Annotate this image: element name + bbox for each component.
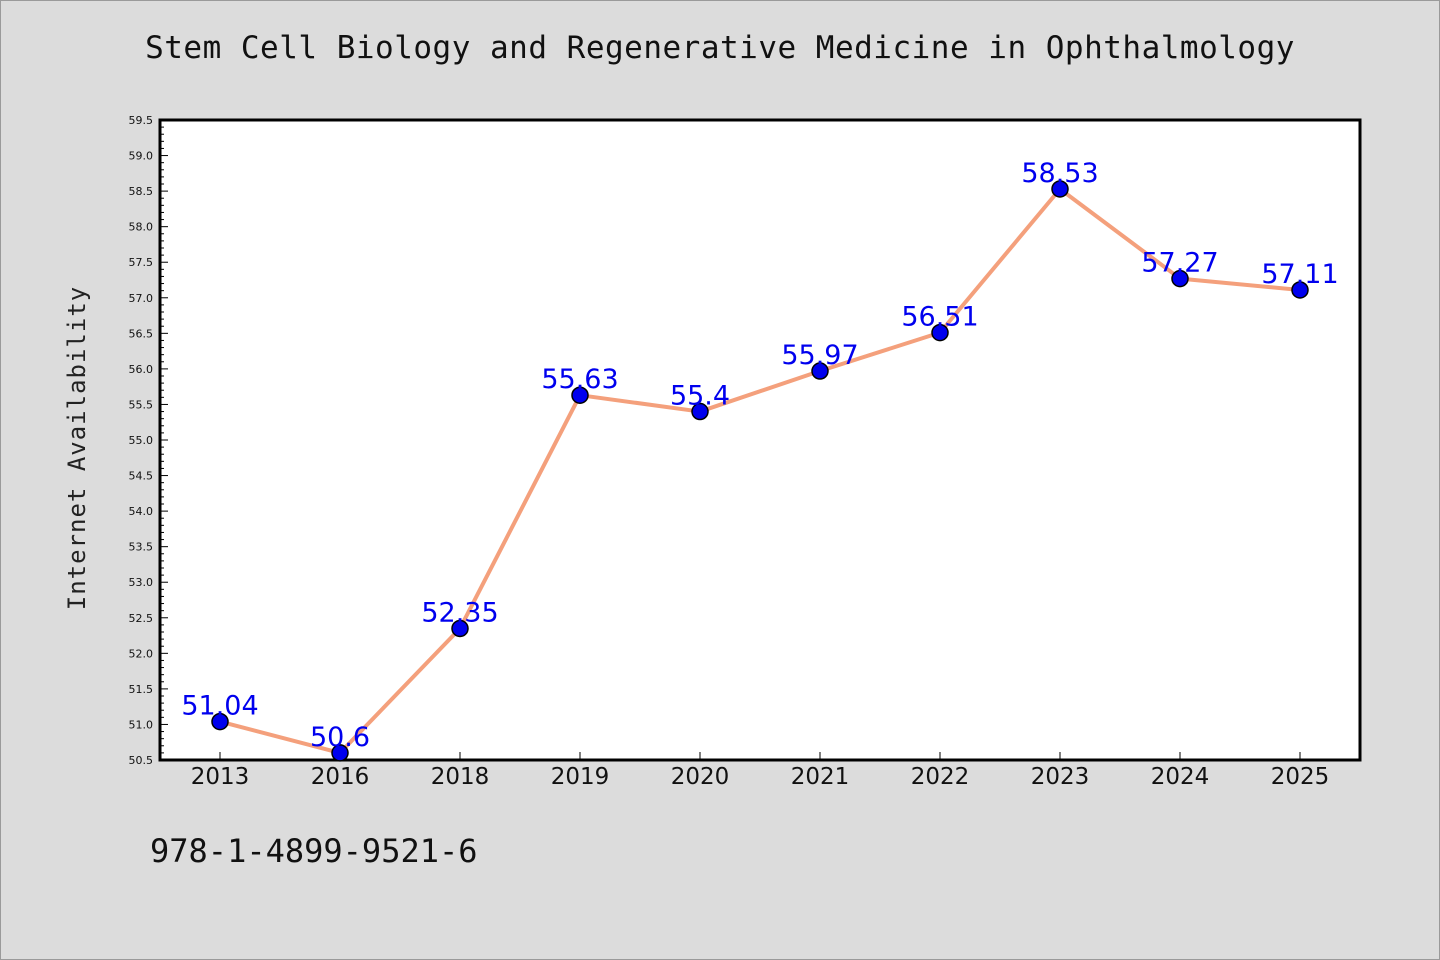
data-label: 57.11 <box>1261 259 1338 290</box>
y-tick-label: 54.5 <box>129 470 154 483</box>
y-tick-label: 52.5 <box>129 612 154 625</box>
data-point <box>211 712 229 731</box>
data-point <box>1051 180 1069 198</box>
x-tick-label: 2020 <box>671 764 730 790</box>
data-point <box>811 362 829 380</box>
data-markers <box>211 180 1309 762</box>
data-label: 52.35 <box>421 597 498 628</box>
data-label: 55.63 <box>541 364 618 395</box>
plot-area <box>158 118 1362 762</box>
data-labels: 51.04 50.6 52.35 55.63 55.4 55.97 56.51 58.53 57… <box>181 158 1338 753</box>
y-tick-label: 52.0 <box>129 647 154 660</box>
y-axis: 50.5 51.0 51.5 52.0 52.5 53.0 53.5 54.0 54.5 55.0… <box>129 114 168 767</box>
x-tick-label: 2024 <box>1151 764 1210 790</box>
data-point <box>931 323 949 342</box>
y-tick-label: 58.0 <box>129 221 154 234</box>
y-tick-label: 56.5 <box>129 327 154 340</box>
x-tick-label: 2021 <box>791 764 850 790</box>
y-tick-label: 53.5 <box>129 541 154 554</box>
x-tick-label: 2018 <box>431 764 490 790</box>
y-tick-label: 57.5 <box>129 256 154 269</box>
x-tick-label: 2019 <box>551 764 610 790</box>
data-label: 57.27 <box>1141 248 1218 279</box>
x-tick-label: 2023 <box>1031 764 1090 790</box>
data-label: 58.53 <box>1021 158 1098 189</box>
data-label: 50.6 <box>310 722 370 753</box>
y-tick-label: 54.0 <box>129 505 154 518</box>
y-tick-label: 59.5 <box>129 114 154 127</box>
data-point <box>451 619 469 638</box>
x-tick-label: 2022 <box>911 764 970 790</box>
series-line <box>219 186 1301 755</box>
y-tick-label: 51.5 <box>129 683 154 696</box>
y-tick-label: 53.0 <box>129 576 154 589</box>
data-point <box>1291 281 1309 299</box>
x-tick-label: 2025 <box>1271 764 1330 790</box>
y-tick-label: 55.5 <box>129 398 154 411</box>
y-tick-label: 58.5 <box>129 185 154 198</box>
y-axis-label: Internet Availability <box>63 286 91 610</box>
x-tick-label: 2016 <box>311 764 370 790</box>
data-label: 55.97 <box>781 340 858 371</box>
data-label: 55.4 <box>670 381 730 412</box>
x-tick-label: 2013 <box>191 764 250 790</box>
x-axis: 2013 2016 2018 2019 2020 2021 2022 2023 2024 2025 <box>191 752 1330 790</box>
isbn-text: 978-1-4899-9521-6 <box>150 832 478 870</box>
data-label: 51.04 <box>181 691 258 722</box>
y-tick-label: 55.0 <box>129 434 154 447</box>
data-point <box>571 386 589 404</box>
y-tick-label: 51.0 <box>129 718 154 731</box>
y-tick-label: 57.0 <box>129 292 154 305</box>
data-label: 56.51 <box>901 302 978 333</box>
data-point <box>331 744 349 762</box>
chart-title: Stem Cell Biology and Regenerative Medic… <box>145 30 1295 66</box>
data-point <box>1171 269 1189 288</box>
y-tick-label: 50.5 <box>129 754 154 767</box>
y-tick-label: 56.0 <box>129 363 154 376</box>
data-point <box>691 402 709 421</box>
y-tick-label: 59.0 <box>129 150 154 163</box>
